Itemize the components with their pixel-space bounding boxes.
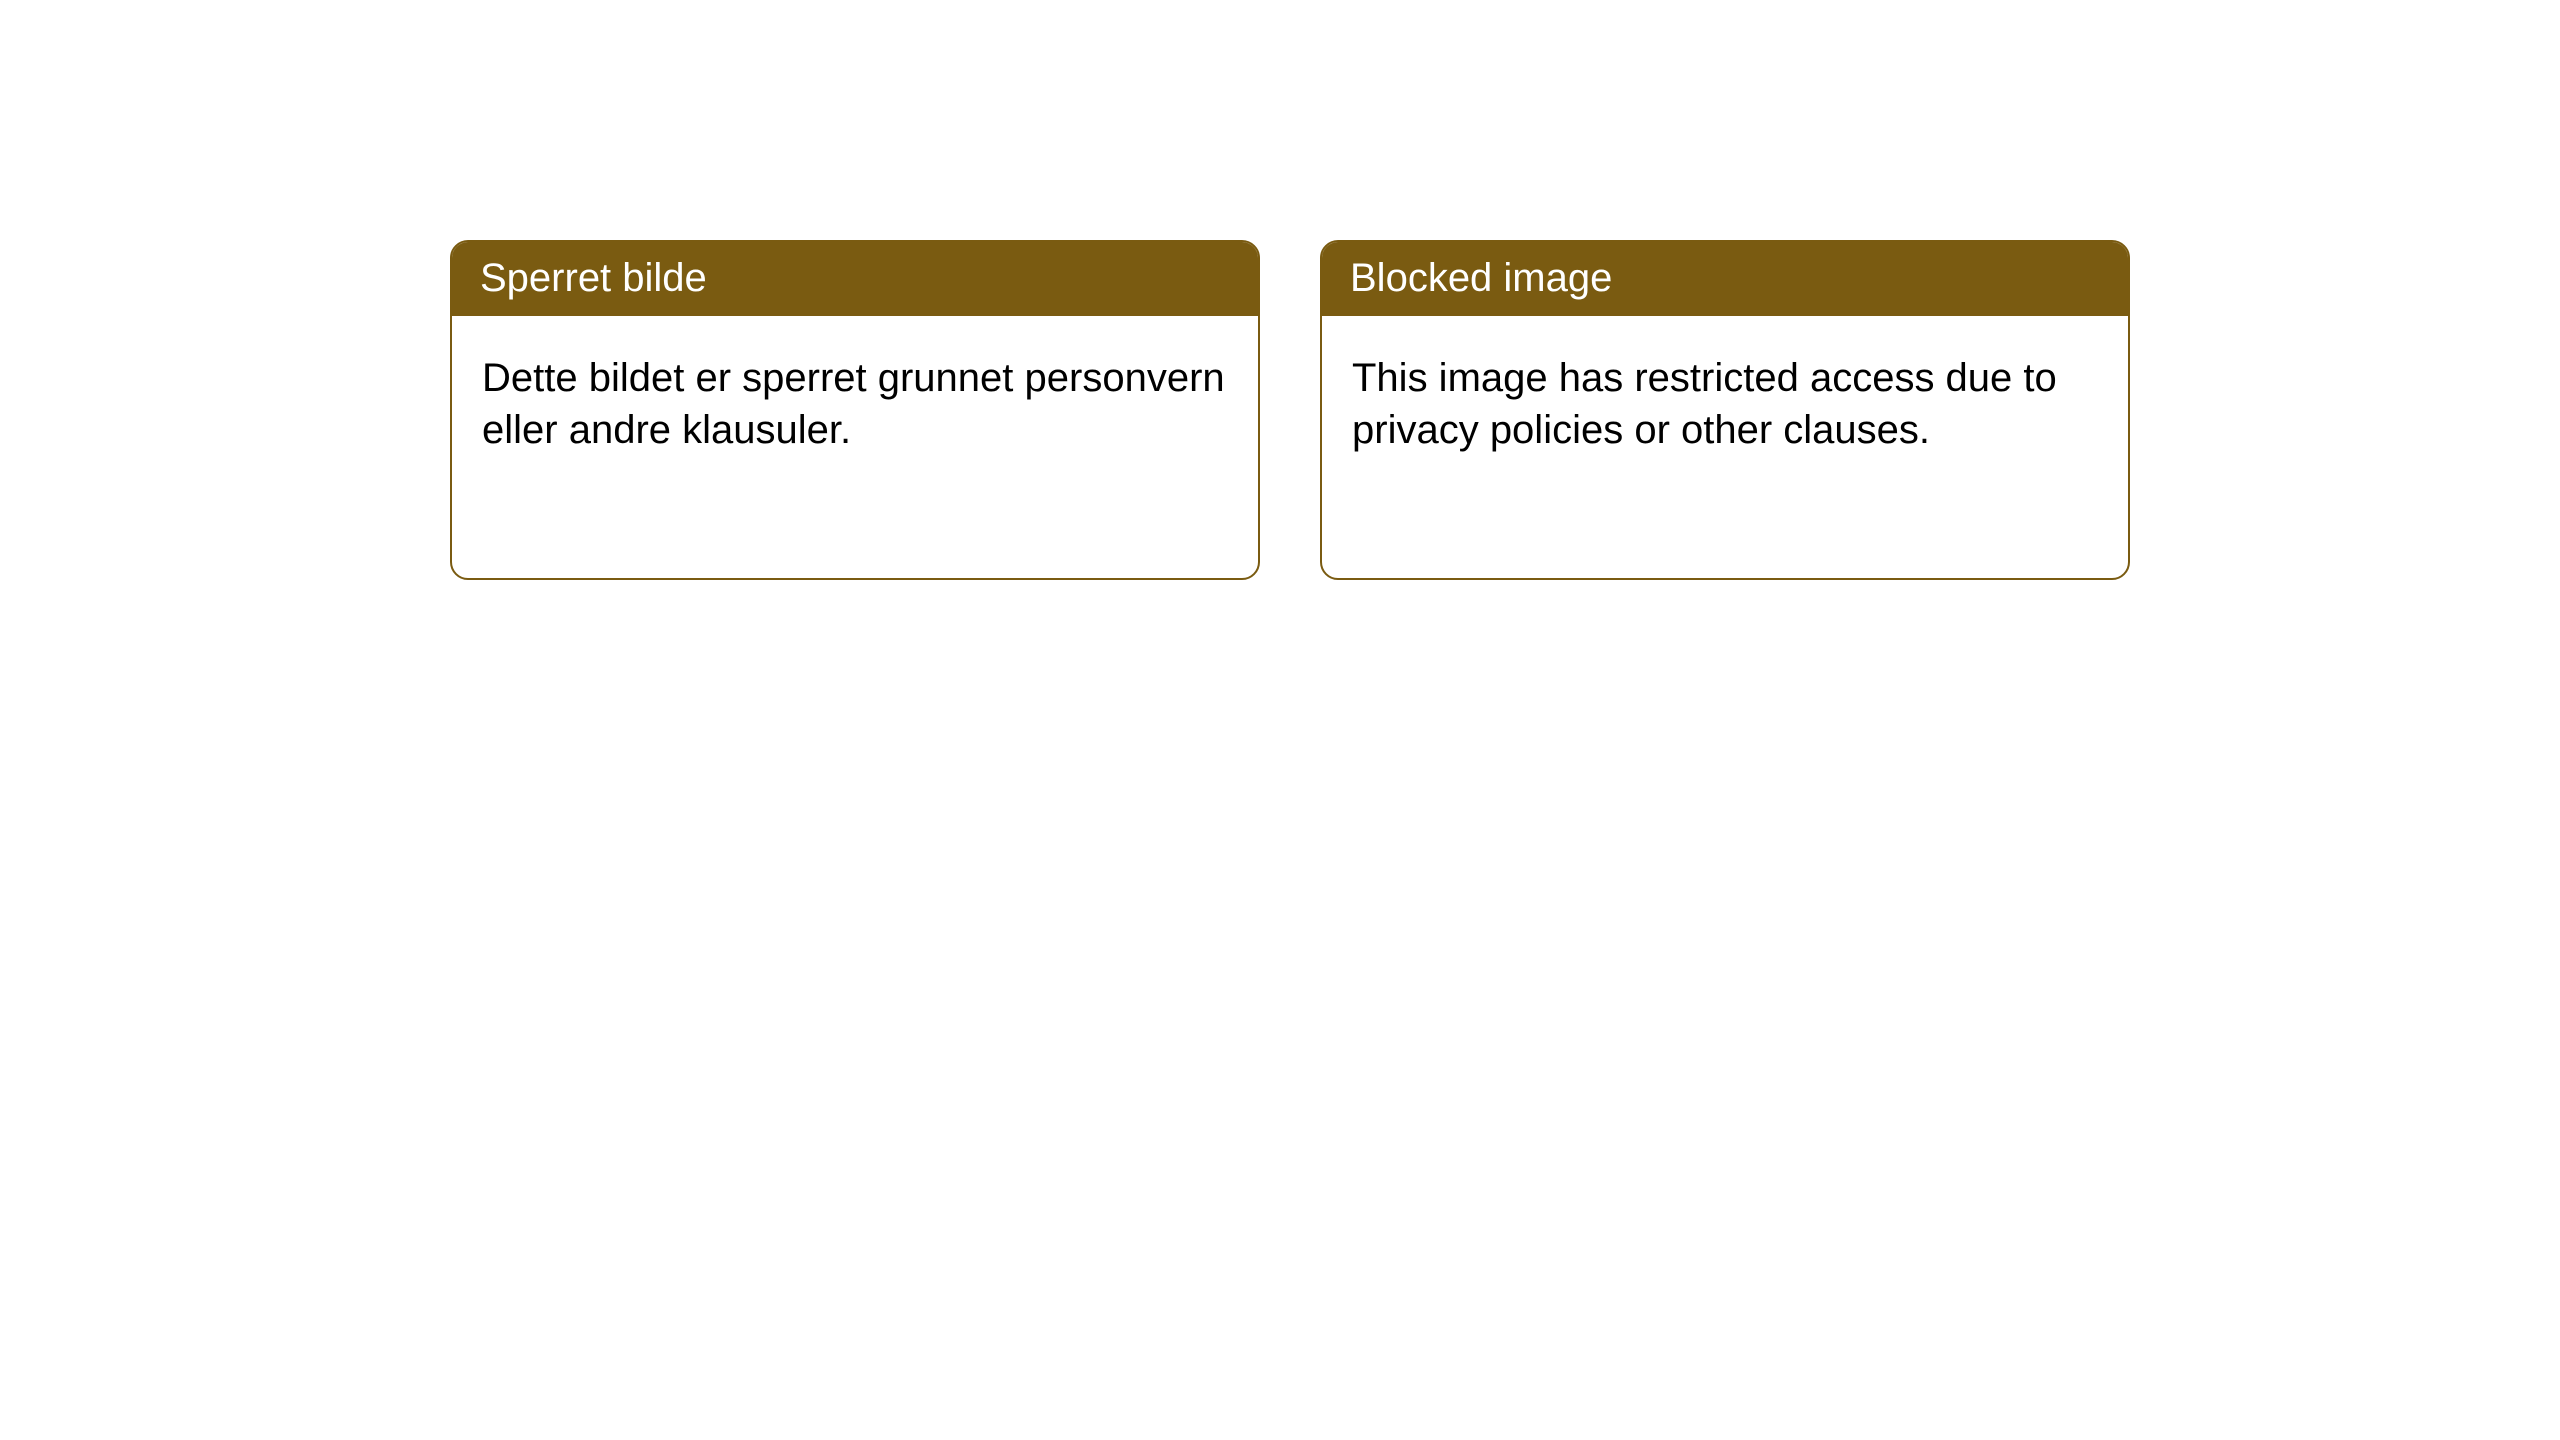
card-container: Sperret bilde Dette bildet er sperret gr… [0,0,2560,580]
blocked-image-card-en: Blocked image This image has restricted … [1320,240,2130,580]
card-title: Blocked image [1350,256,1612,300]
card-body-text: Dette bildet er sperret grunnet personve… [482,356,1225,452]
card-body-text: This image has restricted access due to … [1352,356,2057,452]
blocked-image-card-no: Sperret bilde Dette bildet er sperret gr… [450,240,1260,580]
card-title: Sperret bilde [480,256,707,300]
card-body: This image has restricted access due to … [1322,316,2128,492]
card-header: Sperret bilde [452,242,1258,316]
card-header: Blocked image [1322,242,2128,316]
card-body: Dette bildet er sperret grunnet personve… [452,316,1258,492]
